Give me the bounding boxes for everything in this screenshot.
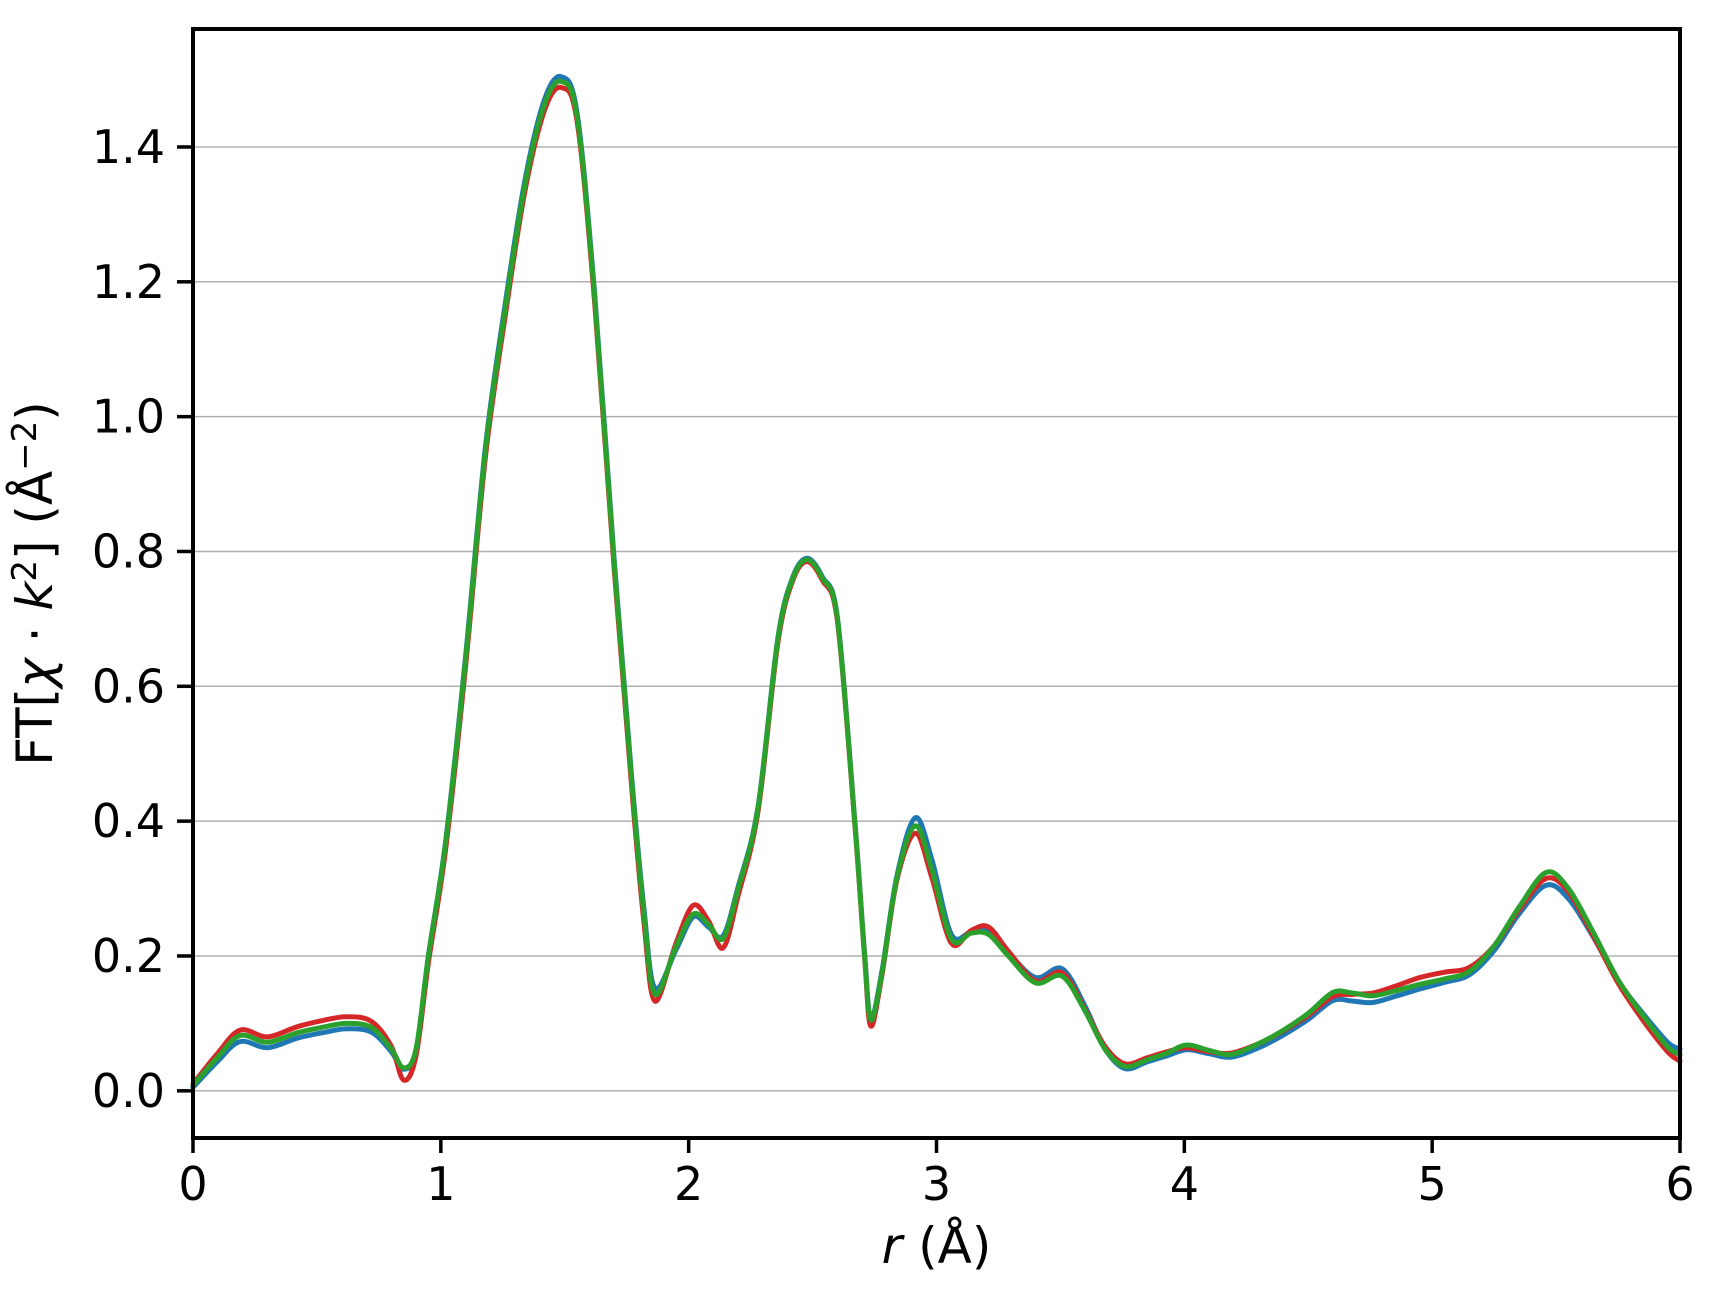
y-axis-label-part: −2 <box>5 421 45 471</box>
y-axis-label-part: k <box>6 580 64 611</box>
y-tick-label-0.0: 0.0 <box>92 1064 165 1118</box>
y-axis-label-part: χ <box>6 656 64 691</box>
x-tick-label-6: 6 <box>1665 1157 1694 1211</box>
y-tick-label-0.2: 0.2 <box>92 929 165 983</box>
y-axis-label-part: 2 <box>5 560 45 582</box>
y-tick-label-1.0: 1.0 <box>92 390 165 444</box>
y-tick-label-0.4: 0.4 <box>92 794 165 848</box>
y-axis-label-part: ) <box>6 401 64 421</box>
y-tick-label-1.4: 1.4 <box>92 120 165 174</box>
y-tick-label-0.8: 0.8 <box>92 524 165 578</box>
x-axis-label-part: (Å) <box>902 1217 991 1275</box>
y-tick-label-0.6: 0.6 <box>92 659 165 713</box>
x-tick-label-2: 2 <box>674 1157 703 1211</box>
x-tick-label-1: 1 <box>426 1157 455 1211</box>
y-axis-label-part: ] (Å <box>6 471 64 560</box>
x-tick-label-3: 3 <box>922 1157 951 1211</box>
x-tick-label-5: 5 <box>1418 1157 1447 1211</box>
series-green-line <box>190 78 1683 1088</box>
y-tick-label-1.2: 1.2 <box>92 255 165 309</box>
x-tick-label-0: 0 <box>178 1157 207 1211</box>
y-axis-label-part: FT[ <box>6 688 64 766</box>
y-axis-label: FT[χ · k2] (Å−2) <box>5 401 64 766</box>
y-axis-label-part: · <box>6 611 64 659</box>
x-tick-label-4: 4 <box>1170 1157 1199 1211</box>
x-axis-label-part: r <box>882 1217 906 1275</box>
x-axis-label: r (Å) <box>882 1217 992 1275</box>
